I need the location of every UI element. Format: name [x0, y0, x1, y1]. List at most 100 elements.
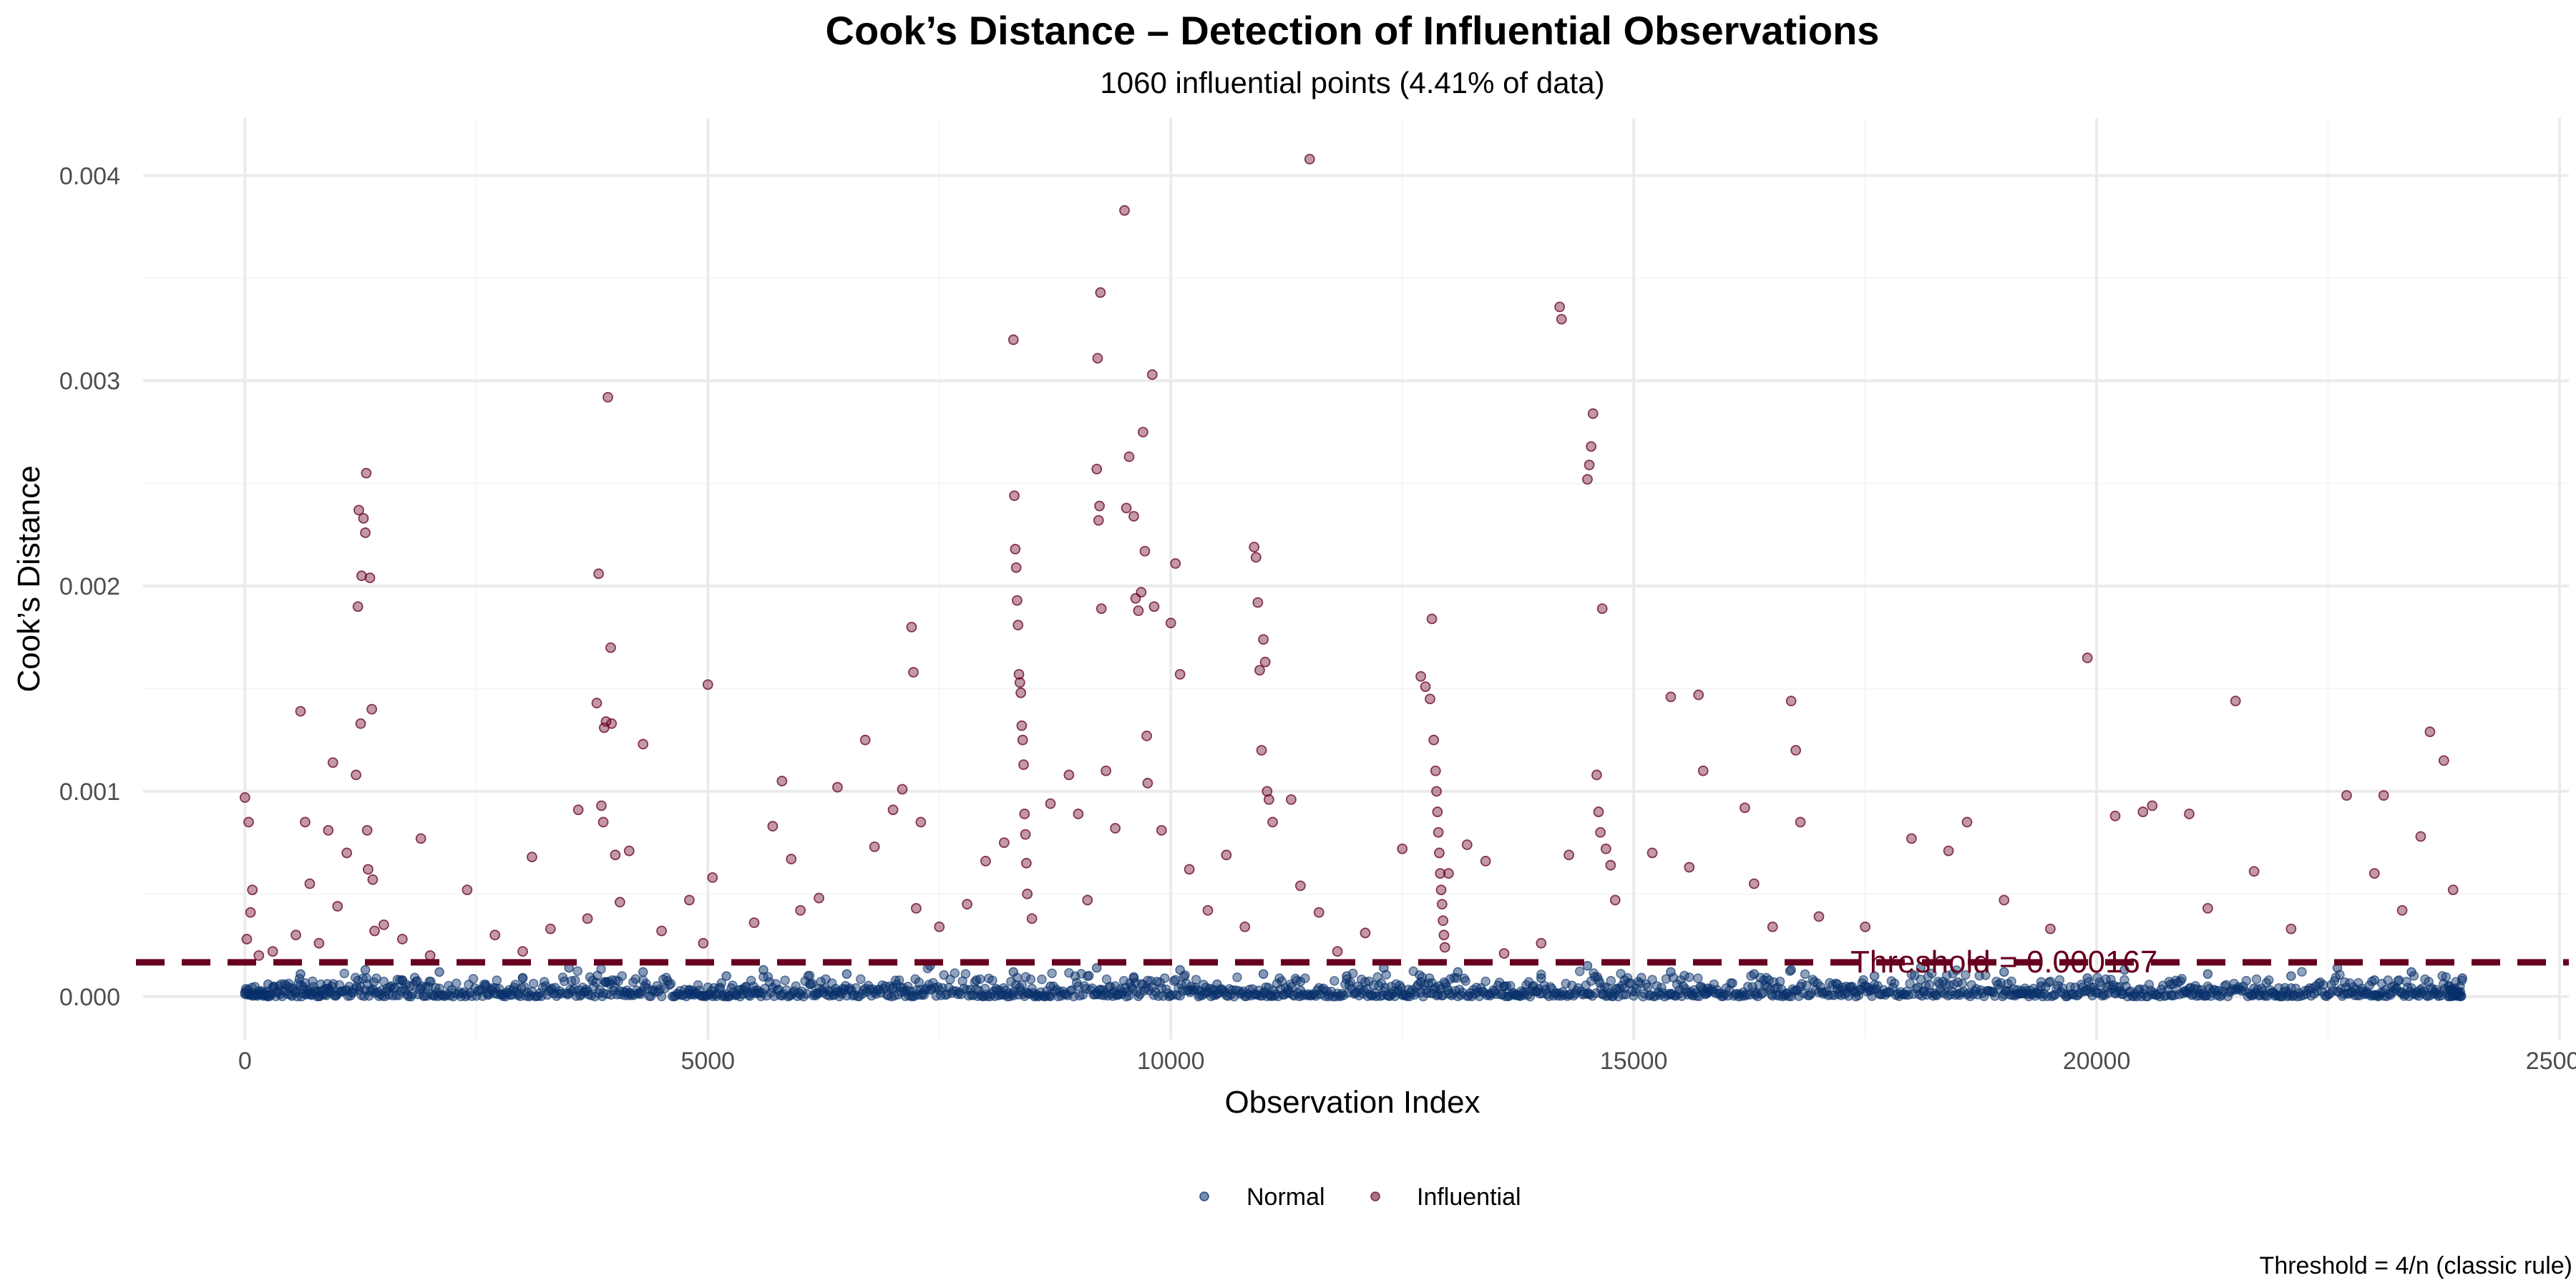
legend-key-normal — [1199, 1191, 1209, 1201]
normal-point — [1833, 979, 1843, 990]
influential-point — [364, 572, 376, 583]
influential-point — [1785, 696, 1797, 707]
normal-point — [1727, 978, 1737, 988]
normal-point — [630, 974, 641, 984]
normal-point — [1017, 980, 1028, 990]
influential-point — [1170, 558, 1181, 569]
influential-point — [1433, 826, 1444, 838]
influential-point — [572, 804, 584, 816]
normal-point — [1415, 977, 1426, 987]
influential-point — [2147, 800, 2158, 811]
influential-point — [596, 800, 607, 811]
normal-point — [2444, 981, 2454, 992]
normal-point — [721, 971, 731, 981]
influential-point — [351, 769, 361, 781]
x-tick-label: 10000 — [1137, 1048, 1205, 1075]
normal-point — [1647, 975, 1657, 985]
influential-point — [623, 845, 635, 857]
influential-point — [1286, 794, 1297, 805]
influential-point — [1432, 806, 1443, 817]
influential-point — [748, 917, 760, 928]
normal-point — [960, 969, 971, 979]
chart-caption: Threshold = 4/n (classic rule) — [2260, 1252, 2572, 1279]
influential-point — [1790, 745, 1801, 756]
influential-point — [1020, 857, 1032, 869]
influential-point — [1313, 907, 1324, 918]
influential-point — [600, 716, 612, 727]
influential-point — [1249, 542, 1260, 552]
normal-point — [914, 977, 924, 987]
influential-point — [2438, 755, 2449, 766]
influential-point — [2378, 790, 2389, 801]
normal-point — [2297, 967, 2307, 977]
normal-point — [2241, 975, 2252, 986]
influential-point — [247, 884, 258, 895]
influential-point — [367, 874, 379, 885]
influential-point — [1748, 878, 1760, 889]
normal-point — [888, 983, 898, 994]
normal-point — [656, 991, 667, 1002]
influential-point — [2396, 904, 2408, 916]
normal-point — [1008, 967, 1019, 977]
normal-point — [758, 965, 769, 975]
influential-point — [1434, 847, 1445, 859]
y-tick-label: 0.003 — [59, 368, 120, 395]
influential-point — [241, 934, 253, 945]
normal-point — [426, 976, 436, 987]
normal-point — [2177, 974, 2187, 984]
influential-point — [2230, 696, 2241, 707]
influential-point — [869, 841, 880, 852]
normal-point — [1175, 990, 1185, 1001]
normal-point — [2202, 969, 2213, 979]
influential-point — [323, 825, 334, 836]
influential-point — [1435, 884, 1447, 895]
influential-point — [2424, 726, 2436, 738]
influential-point — [363, 864, 374, 875]
normal-point — [903, 981, 913, 992]
normal-point — [1020, 972, 1031, 982]
normal-point — [1258, 969, 1269, 979]
chart-title: Cook’s Distance – Detection of Influenti… — [826, 8, 1880, 53]
influential-point — [358, 512, 369, 524]
normal-point — [572, 966, 583, 976]
normal-point — [1661, 974, 1672, 984]
influential-point — [361, 825, 373, 836]
normal-point — [492, 975, 502, 985]
influential-point — [962, 899, 972, 910]
normal-point — [1619, 975, 1629, 985]
x-tick-label: 20000 — [2063, 1048, 2131, 1075]
normal-point — [1869, 971, 1880, 981]
influential-point — [1536, 937, 1547, 949]
influential-point — [1605, 859, 1616, 871]
influential-point — [1008, 334, 1019, 346]
influential-point — [1239, 921, 1251, 932]
normal-point — [2406, 967, 2416, 977]
influential-point — [1017, 734, 1028, 746]
influential-point — [1136, 587, 1147, 598]
influential-point — [602, 391, 613, 403]
influential-point — [593, 568, 604, 580]
influential-point — [1146, 369, 1158, 380]
influential-point — [1252, 597, 1264, 608]
normal-point — [1128, 973, 1139, 983]
influential-point — [1165, 618, 1176, 629]
influential-point — [1582, 474, 1593, 485]
influential-point — [489, 930, 501, 941]
influential-point — [1697, 765, 1709, 776]
normal-point — [2394, 975, 2404, 985]
normal-point — [1684, 972, 1694, 982]
normal-point — [2054, 975, 2065, 985]
normal-point — [1143, 975, 1153, 986]
normal-point — [1826, 990, 1836, 1000]
influential-point — [1091, 464, 1103, 474]
influential-point — [908, 667, 919, 678]
normal-point — [1853, 990, 1863, 1000]
influential-point — [1439, 942, 1450, 953]
normal-point — [1084, 970, 1094, 981]
influential-point — [352, 601, 364, 613]
normal-point — [1025, 974, 1036, 985]
influential-point — [1096, 603, 1107, 614]
influential-point — [1254, 665, 1265, 676]
normal-point — [339, 968, 349, 979]
normal-point — [1499, 981, 1509, 992]
